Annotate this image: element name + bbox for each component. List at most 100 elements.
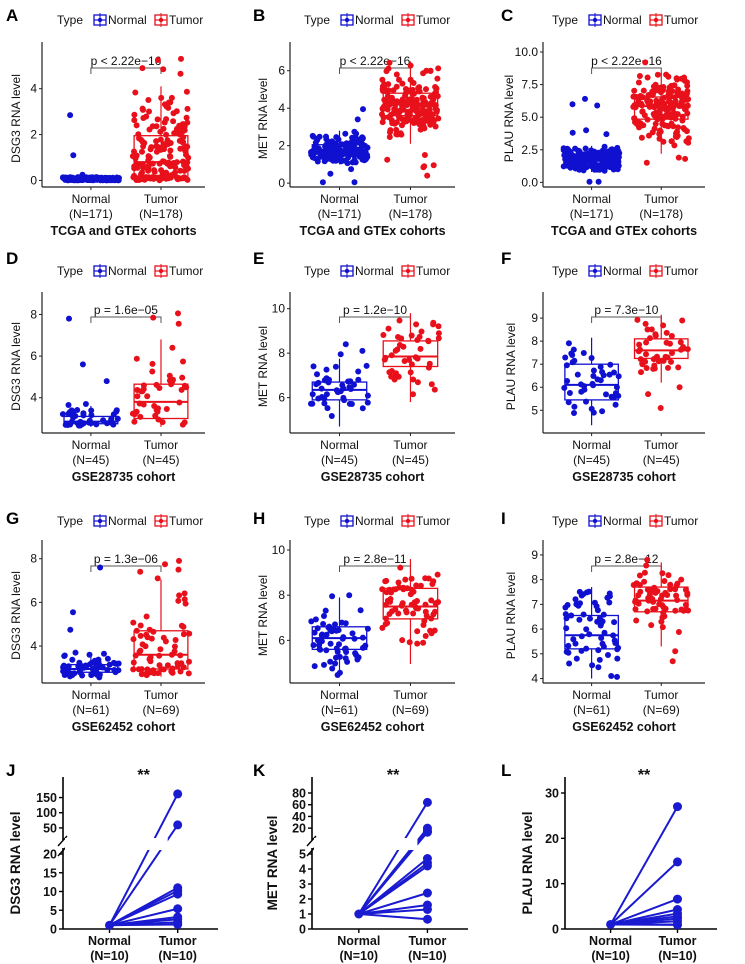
data-point [427,121,434,128]
outlier-point [176,557,182,564]
data-point [333,654,339,661]
data-point [310,363,317,370]
data-point [137,622,144,629]
data-point [311,629,318,636]
x-axis-title: TCGA and GTEx cohorts [299,224,445,238]
data-point [158,167,165,174]
y-tick-label: 150 [36,791,57,805]
data-point [181,123,188,130]
significance-bracket [90,565,162,572]
data-point [131,418,138,425]
data-point [637,356,644,363]
x-tick-n: (N=178) [389,207,433,221]
data-point [322,607,329,614]
data-point [139,105,146,112]
data-point [675,86,682,93]
pair-line [610,898,678,926]
data-point [330,157,337,164]
data-point [388,368,395,374]
outlier-point [675,154,682,161]
legend-item-normal: Normal [93,514,147,528]
data-point [644,74,651,81]
legend-label: Tumor [664,13,698,27]
data-point [652,120,659,127]
data-point [160,634,167,641]
data-point [357,607,364,614]
data-point [177,145,184,152]
data-point [594,376,601,383]
legend: Type Normal Tumor [304,514,450,528]
data-point [410,610,417,617]
data-point [309,400,316,407]
y-tick-label: 40 [292,810,306,824]
break-gap [65,838,168,850]
y-tick-label: 4 [531,672,538,686]
x-tick-label: Normal [320,438,359,452]
data-point [679,90,685,97]
data-point [352,650,359,657]
data-point [641,112,648,119]
data-point [170,376,176,383]
data-point [417,582,424,589]
data-point [334,143,341,150]
data-point [422,575,429,582]
tumor-point [672,802,682,812]
y-tick-label: 50 [43,821,57,835]
data-point [427,68,434,74]
data-point [646,132,652,139]
data-point [96,674,103,681]
data-point [86,651,93,658]
data-point [678,576,685,583]
y-tick-label: 0 [278,176,285,190]
box-iqr [133,630,189,670]
data-point [363,362,370,369]
x-axis-title: GSE62452 cohort [321,720,425,734]
data-point [611,619,618,626]
legend-label: Normal [355,514,394,528]
data-point [635,119,642,126]
legend-item-tumor: Tumor [649,13,698,27]
legend-label: Normal [603,514,642,528]
significance-bracket [339,67,411,74]
data-point [563,625,570,632]
p-value: p = 1.2e−10 [343,303,407,317]
data-point [576,588,583,595]
y-tick-label: 3 [299,878,306,892]
data-point [142,670,149,677]
data-point [668,333,675,339]
data-point [383,68,390,75]
data-point [139,169,145,176]
y-tick-label: 60 [292,798,306,812]
y-tick-label: 8 [30,552,37,566]
data-point [387,598,393,605]
data-point [573,601,580,608]
y-tick-label: 10 [272,543,286,557]
data-point [564,602,571,608]
data-point [176,592,183,599]
pair-line [109,893,179,927]
x-tick-n: (N=61) [321,703,358,717]
data-point [157,136,164,143]
x-tick-label: Normal [72,688,111,702]
box-tumor [130,557,193,679]
data-point [430,319,437,326]
data-point [327,627,334,634]
y-tick-label: 6 [278,391,285,405]
y-axis-label: PLAU RNA level [502,75,516,162]
x-tick-label: Normal [320,688,359,702]
outlier-point [101,650,107,657]
data-point [614,673,620,680]
data-point [428,630,435,637]
data-point [679,317,686,324]
data-point [598,635,605,641]
legend-key-dot [158,518,164,524]
x-tick-n: (N=45) [321,453,358,467]
data-point [174,175,181,182]
significance-stars: ** [638,767,651,784]
data-point [432,123,439,130]
data-point [643,351,649,358]
box-normal [560,95,623,185]
y-axis-label: PLAU RNA level [520,811,535,914]
